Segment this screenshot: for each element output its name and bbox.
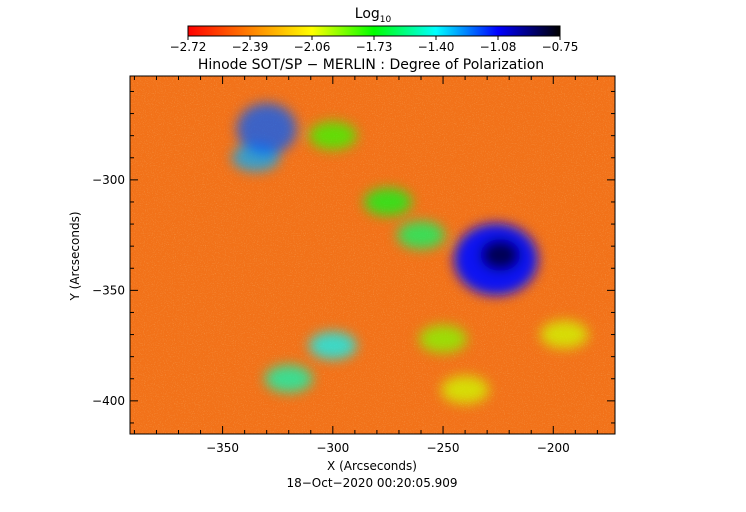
colorbar-label: Log10 xyxy=(355,6,392,25)
colorbar-ticks: −2.72 −2.39 −2.06 −1.73 −1.40 −1.08 −0.75 xyxy=(170,36,579,54)
x-tick-label: −250 xyxy=(427,441,460,455)
y-tick-label: −350 xyxy=(92,283,125,297)
axes: −350 −300 −250 −200 −300 −350 −400 xyxy=(92,76,615,455)
plot-area xyxy=(130,76,615,434)
colorbar-tick-label: −2.06 xyxy=(294,40,331,54)
colorbar-strip xyxy=(187,25,561,37)
x-tick-label: −300 xyxy=(316,441,349,455)
colorbar-tick-label: −2.72 xyxy=(170,40,207,54)
plot-frame xyxy=(129,75,616,435)
x-axis-title: X (Arcseconds) xyxy=(327,459,417,473)
plage-region xyxy=(540,320,589,349)
plage-region xyxy=(236,103,297,156)
colorbar-tick-label: −0.75 xyxy=(542,40,579,54)
plage-region xyxy=(264,364,313,393)
chart-title: Hinode SOT/SP − MERLIN : Degree of Polar… xyxy=(198,57,544,73)
colorbar-tick-label: −1.73 xyxy=(356,40,393,54)
x-tick-label: −200 xyxy=(537,441,570,455)
y-tick-label: −300 xyxy=(92,173,125,187)
x-tick-label: −350 xyxy=(206,441,239,455)
colorbar-tick-label: −1.08 xyxy=(480,40,517,54)
colorbar-tick-label: −2.39 xyxy=(232,40,269,54)
heatmap-features xyxy=(231,103,589,404)
colorbar-tick-label: −1.40 xyxy=(418,40,455,54)
plage-region xyxy=(308,121,357,150)
plage-region xyxy=(441,375,490,404)
timestamp: 18−Oct−2020 00:20:05.909 xyxy=(286,476,457,490)
plage-region xyxy=(308,331,357,360)
y-tick-label: −400 xyxy=(92,394,125,408)
plage-region xyxy=(363,187,412,216)
plage-region xyxy=(397,221,445,250)
y-axis-title: Y (Arcseconds) xyxy=(68,211,82,301)
heatmap-speckle xyxy=(130,76,615,434)
sunspot-umbra-region xyxy=(480,239,521,271)
plage-region xyxy=(419,324,468,353)
colorbar: Log10 −2.72 −2.39 −2.06 −1.73 −1.40 −1.08 −0.7… xyxy=(170,6,579,54)
colorbar-label-subscript: 10 xyxy=(380,15,392,25)
